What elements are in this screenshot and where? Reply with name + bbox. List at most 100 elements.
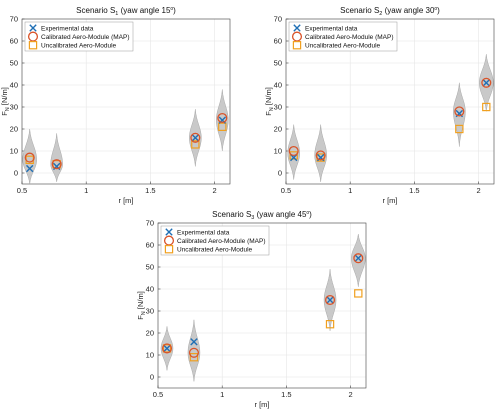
data-point-circle — [454, 106, 465, 117]
data-point-x — [482, 79, 490, 87]
data-point-circle — [161, 343, 173, 354]
x-tick-label: 2 — [213, 186, 217, 195]
data-point-circle — [481, 77, 492, 88]
violin-shape — [351, 233, 366, 287]
y-tick-label: 30 — [274, 103, 282, 112]
y-tick-label: 70 — [274, 15, 282, 24]
data-point-circle — [190, 132, 201, 143]
y-tick-label: 20 — [274, 125, 282, 134]
legend-marker-x — [165, 228, 173, 236]
y-tick-label: 70 — [10, 15, 18, 24]
y-tick-label: 0 — [14, 169, 18, 178]
data-point-circle — [51, 159, 62, 170]
data-point-circle — [315, 150, 326, 161]
y-tick-label: 30 — [146, 307, 154, 316]
data-point-x — [163, 344, 171, 353]
x-axis-label: r [m] — [119, 196, 134, 205]
legend-marker-x — [29, 24, 37, 32]
y-tick-label: 10 — [146, 351, 154, 360]
y-tick-label: 10 — [10, 147, 18, 156]
data-point-square — [191, 140, 200, 149]
legend-label: Experimental data — [41, 25, 94, 32]
plot-frame — [285, 18, 495, 185]
legend-marker-x — [293, 24, 301, 32]
data-point-square — [162, 344, 172, 353]
data-point-circle — [353, 253, 364, 264]
data-point-x — [326, 296, 334, 304]
data-point-square — [455, 124, 464, 134]
violin-shape — [453, 82, 466, 147]
y-tick-label: 70 — [146, 219, 154, 228]
data-point-circle — [188, 347, 200, 358]
legend-marker-circle — [27, 31, 39, 42]
y-tick-label: 10 — [274, 147, 282, 156]
data-point-square — [218, 122, 227, 131]
legend-box — [24, 21, 134, 52]
x-tick-label: 1 — [220, 390, 224, 399]
y-tick-label: 60 — [10, 37, 18, 46]
x-tick-label: 2 — [349, 390, 353, 399]
legend-label: Calibrated Aero-Module (MAP) — [41, 34, 130, 41]
x-tick-label: 0.5 — [17, 186, 27, 195]
y-tick-label: 30 — [10, 103, 18, 112]
legend-marker-square — [164, 245, 174, 254]
legend-label: Experimental data — [177, 229, 230, 236]
legend-box — [160, 225, 270, 256]
chart-title: Scenario S3 (yaw angle 45o) — [212, 210, 312, 221]
data-point-x — [190, 338, 198, 346]
x-tick-label: 0.5 — [281, 186, 291, 195]
data-point-square — [289, 151, 298, 160]
legend-label: Uncalibrated Aero-Module — [305, 43, 381, 50]
data-point-circle — [217, 112, 228, 124]
x-tick-label: 1.5 — [281, 390, 291, 399]
x-tick-label: 1.5 — [145, 186, 155, 195]
legend-box — [288, 21, 398, 52]
x-axis-label: r [m] — [255, 400, 270, 409]
y-tick-label: 40 — [274, 81, 282, 90]
y-axis-label: FN [N/m] — [136, 291, 147, 320]
y-tick-label: 60 — [146, 241, 154, 250]
data-point-circle — [24, 152, 35, 163]
x-tick-label: 1 — [84, 186, 88, 195]
legend-label: Experimental data — [305, 25, 358, 32]
data-point-square — [52, 160, 61, 169]
y-tick-label: 0 — [278, 169, 282, 178]
data-point-square — [482, 102, 491, 112]
x-tick-label: 0.5 — [153, 390, 163, 399]
y-tick-label: 40 — [10, 81, 18, 90]
x-tick-label: 2 — [477, 186, 481, 195]
legend-marker-square — [28, 40, 38, 50]
x-axis-label: r [m] — [383, 196, 398, 205]
data-point-circle — [324, 294, 336, 306]
legend-label: Uncalibrated Aero-Module — [41, 43, 117, 50]
plot-frame — [21, 18, 231, 185]
data-point-square — [189, 353, 199, 362]
data-point-x — [354, 254, 362, 262]
violin-shape — [314, 124, 327, 182]
y-axis-label: FN [N/m] — [264, 87, 275, 116]
legend-label: Uncalibrated Aero-Module — [177, 247, 253, 254]
legend-label: Calibrated Aero-Module (MAP) — [305, 34, 394, 41]
data-point-square — [325, 320, 335, 329]
violin-shape — [187, 319, 201, 382]
legend-marker-square — [292, 40, 302, 50]
y-tick-label: 50 — [146, 263, 154, 272]
legend-marker-circle — [291, 31, 303, 42]
y-tick-label: 0 — [150, 373, 154, 382]
data-point-circle — [288, 145, 299, 157]
chart-title: Scenario S2 (yaw angle 30o) — [340, 6, 440, 17]
y-axis-label: FN [N/m] — [0, 87, 11, 116]
y-tick-label: 50 — [274, 59, 282, 68]
x-tick-label: 1.5 — [409, 186, 419, 195]
y-tick-label: 40 — [146, 285, 154, 294]
y-tick-label: 20 — [146, 329, 154, 338]
data-point-square — [354, 289, 363, 298]
chart-title: Scenario S1 (yaw angle 15o) — [76, 6, 176, 17]
y-tick-label: 50 — [10, 59, 18, 68]
data-point-x — [26, 164, 34, 173]
violin-shape — [50, 133, 63, 182]
